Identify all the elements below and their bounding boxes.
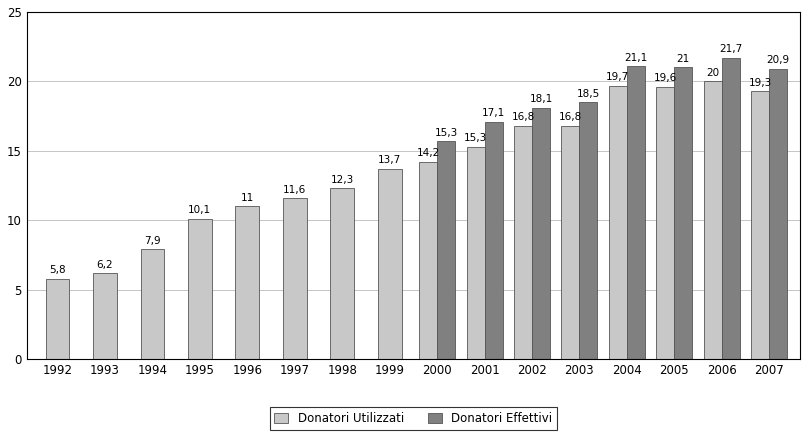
Bar <box>579 102 597 359</box>
Text: 11,6: 11,6 <box>283 184 307 194</box>
Bar <box>46 279 69 359</box>
Text: 21: 21 <box>677 54 690 64</box>
Bar <box>484 122 503 359</box>
Text: 15,3: 15,3 <box>434 127 458 138</box>
Text: 6,2: 6,2 <box>97 260 113 269</box>
Bar <box>236 206 259 359</box>
Bar <box>675 67 692 359</box>
Bar <box>627 66 645 359</box>
Text: 16,8: 16,8 <box>512 113 534 122</box>
Text: 5,8: 5,8 <box>49 265 66 275</box>
Bar <box>562 126 579 359</box>
Text: 20: 20 <box>706 68 719 78</box>
Bar <box>283 198 307 359</box>
Text: 16,8: 16,8 <box>558 113 582 122</box>
Text: 7,9: 7,9 <box>144 236 161 246</box>
Bar <box>93 273 117 359</box>
Legend: Donatori Utilizzati, Donatori Effettivi: Donatori Utilizzati, Donatori Effettivi <box>270 407 557 430</box>
Text: 21,7: 21,7 <box>719 44 742 54</box>
Text: 11: 11 <box>240 193 254 203</box>
Text: 13,7: 13,7 <box>378 155 401 166</box>
Text: 12,3: 12,3 <box>331 175 353 185</box>
Text: 18,5: 18,5 <box>577 89 600 99</box>
Bar <box>378 169 402 359</box>
Bar <box>608 85 627 359</box>
Text: 15,3: 15,3 <box>464 133 487 143</box>
Text: 20,9: 20,9 <box>767 56 790 65</box>
Bar <box>188 219 211 359</box>
Text: 19,3: 19,3 <box>749 78 771 88</box>
Bar <box>437 141 455 359</box>
Bar <box>656 87 675 359</box>
Text: 21,1: 21,1 <box>625 53 647 63</box>
Bar <box>140 249 165 359</box>
Bar <box>330 188 354 359</box>
Bar <box>532 108 550 359</box>
Text: 10,1: 10,1 <box>188 205 211 215</box>
Text: 19,7: 19,7 <box>606 72 629 82</box>
Bar <box>751 91 769 359</box>
Text: 18,1: 18,1 <box>529 94 553 104</box>
Bar <box>419 162 437 359</box>
Bar <box>769 69 788 359</box>
Text: 19,6: 19,6 <box>654 74 677 84</box>
Bar <box>704 81 721 359</box>
Bar <box>514 126 532 359</box>
Bar <box>466 147 484 359</box>
Bar <box>721 58 740 359</box>
Text: 17,1: 17,1 <box>482 108 505 118</box>
Text: 14,2: 14,2 <box>416 148 440 159</box>
